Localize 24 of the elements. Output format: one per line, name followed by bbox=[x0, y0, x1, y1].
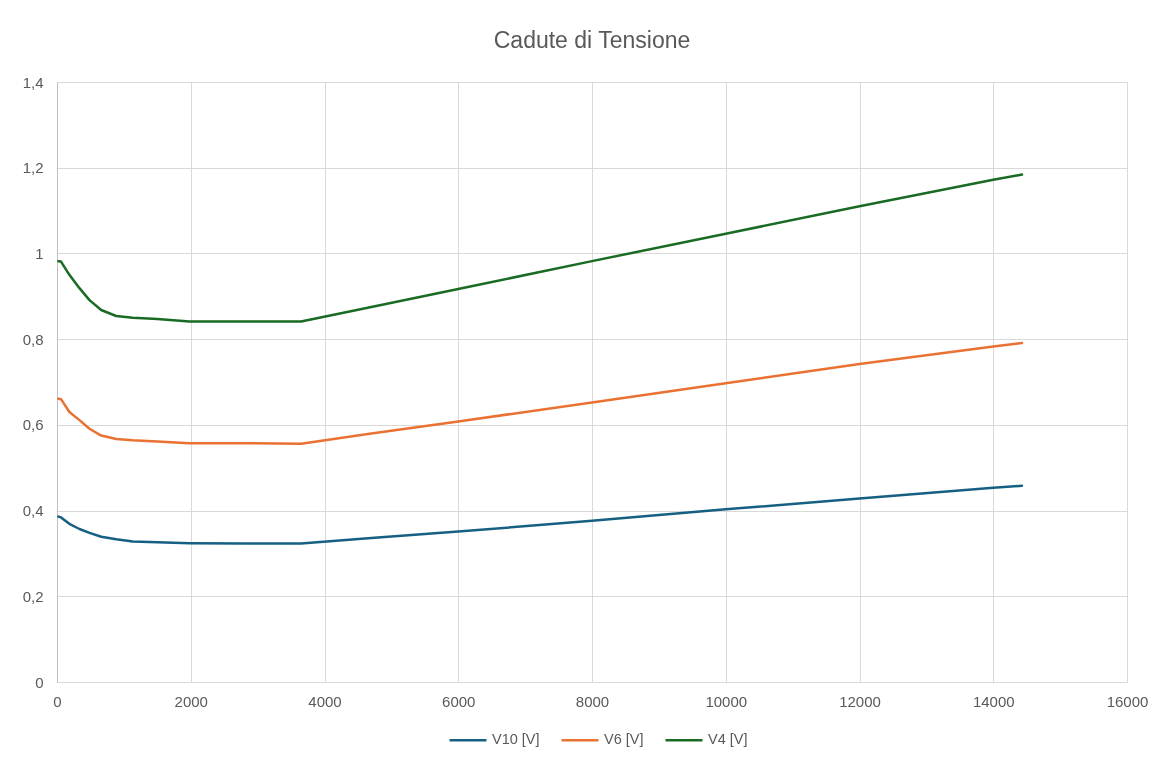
legend-label: V6 [V] bbox=[604, 731, 644, 748]
y-tick-label: 0,8 bbox=[22, 330, 44, 348]
y-tick-label: 0,4 bbox=[22, 502, 44, 520]
y-tick-label: 1,4 bbox=[22, 73, 44, 91]
x-tick-label: 6000 bbox=[442, 692, 476, 710]
x-tick-label: 16000 bbox=[1106, 692, 1149, 710]
x-tick-label: 2000 bbox=[174, 692, 208, 710]
y-tick-label: 0,6 bbox=[22, 416, 44, 434]
x-tick-label: 8000 bbox=[575, 692, 610, 710]
x-tick-label: 0 bbox=[53, 692, 62, 710]
y-tick-label: 0 bbox=[35, 673, 44, 691]
line-series bbox=[57, 173, 1024, 323]
line-series bbox=[57, 341, 1024, 445]
x-tick-label: 10000 bbox=[705, 692, 748, 710]
legend-label: V4 [V] bbox=[708, 731, 748, 748]
y-tick-label: 1 bbox=[35, 244, 44, 262]
x-tick-label: 12000 bbox=[839, 692, 881, 710]
legend-label: V10 [V] bbox=[492, 731, 540, 748]
chart-title: Cadute di Tensione bbox=[493, 27, 691, 53]
y-tick-label: 1,2 bbox=[22, 159, 44, 177]
x-tick-label: 4000 bbox=[308, 692, 342, 710]
line-series bbox=[57, 484, 1024, 545]
y-tick-label: 0,2 bbox=[22, 587, 44, 605]
x-tick-label: 14000 bbox=[972, 692, 1015, 710]
